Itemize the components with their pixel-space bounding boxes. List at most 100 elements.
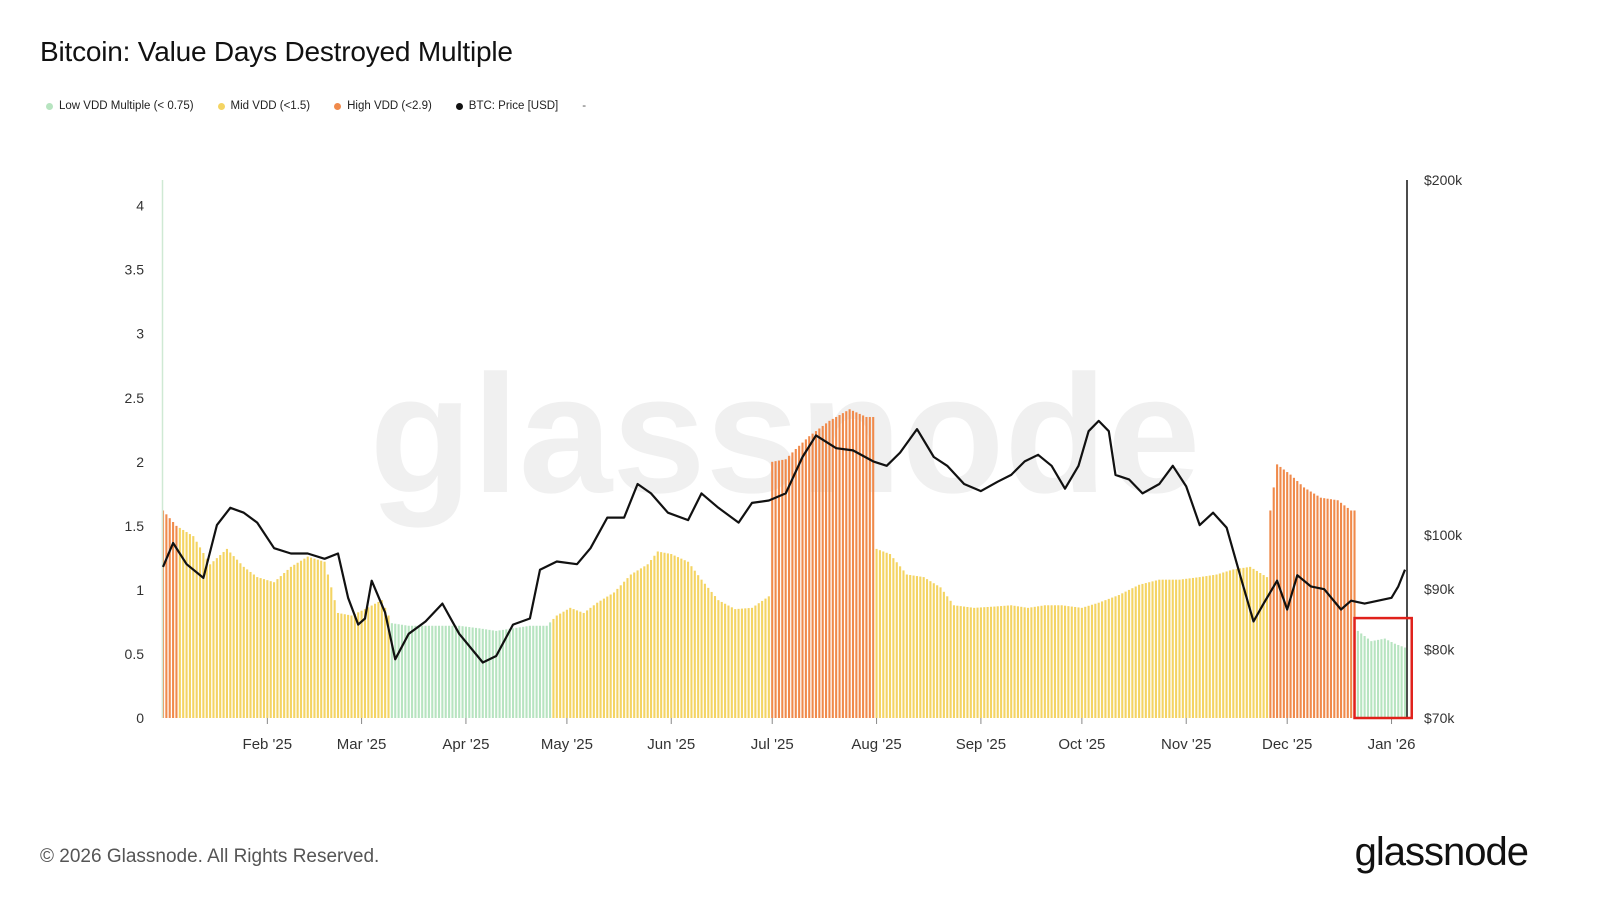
vdd-bar [673,555,676,718]
vdd-bar [845,411,848,718]
vdd-bar [535,625,538,718]
vdd-bar [353,613,356,718]
x-tick-label: Jul '25 [751,736,794,753]
vdd-bar [902,570,905,718]
vdd-bar [919,576,922,718]
vdd-bar [532,625,535,718]
vdd-bar [1114,596,1117,718]
vdd-bar [414,625,417,718]
vdd-bar [303,558,306,718]
vdd-bar [1134,586,1137,718]
vdd-bar [828,420,831,718]
vdd-bar [518,627,521,718]
y-left-tick-label: 1 [136,582,144,598]
vdd-bar [586,610,589,718]
vdd-bar [1117,595,1120,718]
vdd-bar [1164,579,1168,718]
vdd-bar [1127,589,1131,718]
vdd-bar [1215,574,1218,718]
vdd-bar [333,600,336,718]
vdd-bar [767,596,770,718]
vdd-bar [562,611,565,718]
vdd-bar [1016,606,1019,718]
vdd-bar [1003,605,1006,718]
legend-item-low-vdd[interactable]: Low VDD Multiple (< 0.75) [46,100,194,112]
vdd-bar [380,600,383,718]
vdd-bar [1360,633,1363,718]
vdd-bar [1212,575,1215,718]
vdd-bar [788,455,791,718]
vdd-bar [818,428,821,718]
vdd-bar [1370,641,1373,718]
annotations [1353,616,1413,720]
vdd-bar [1090,604,1094,718]
vdd-bar [400,624,404,718]
glassnode-logo: glassnode [1354,830,1529,874]
vdd-bar [754,605,757,718]
vdd-bar [239,563,242,718]
vdd-bar [1403,647,1407,718]
vdd-bar [872,416,875,718]
vdd-bar [485,629,488,718]
y-right-tick-label: $80k [1424,642,1455,658]
vdd-bar [222,551,225,718]
vdd-bar [882,551,885,718]
y-left-tick-label: 2 [136,454,144,470]
vdd-bar [1026,607,1030,718]
vdd-bar [623,581,626,718]
vdd-bar [262,579,266,718]
vdd-bar [528,625,531,718]
vdd-bar [946,596,949,718]
vdd-bar [515,627,518,718]
y-axis-right: $70k $80k $90k $100k $200k [1406,172,1463,726]
vdd-bar [596,602,599,718]
vdd-bar [481,628,484,718]
vdd-bar [474,627,478,718]
vdd-bar [404,625,407,718]
vdd-bar [582,612,585,718]
vdd-bar [1087,605,1090,718]
vdd-bar [505,629,508,718]
vdd-bar [522,626,525,718]
vdd-bar [989,606,993,718]
vdd-bar [427,625,430,718]
vdd-bar [1249,566,1252,718]
vdd-bar [740,608,743,718]
legend-item-btc-price[interactable]: BTC: Price [USD] [455,100,558,112]
x-tick-label: Oct '25 [1058,736,1105,753]
vdd-bar [1074,606,1077,718]
vdd-bar [330,587,333,718]
chart-legend: Low VDD Multiple (< 0.75) Mid VDD (<1.5)… [46,100,586,112]
y-left-tick-label: 1.5 [125,518,145,534]
legend-label-mid-vdd: Mid VDD (<1.5) [230,100,311,112]
vdd-bar [347,614,350,718]
legend-item-mid-vdd[interactable]: Mid VDD (<1.5) [217,100,311,112]
vdd-bar [646,564,649,718]
vdd-bar [831,418,834,718]
vdd-bar [875,548,878,718]
y-left-tick-label: 0 [136,710,144,726]
vdd-bar [1306,489,1309,718]
y-left-tick-label: 4 [136,198,144,214]
vdd-bar [1269,510,1272,718]
vdd-bar [461,626,464,718]
vdd-bar [1309,491,1312,718]
vdd-bar [821,425,824,718]
vdd-bar [798,445,801,718]
vdd-bar [757,603,760,718]
vdd-bar [488,629,491,718]
vdd-bar [451,625,454,718]
vdd-bar [639,568,642,718]
legend-item-high-vdd[interactable]: High VDD (<2.9) [334,100,432,112]
vdd-bar [310,557,313,718]
vdd-bar [1057,605,1060,718]
vdd-bars [161,409,1407,718]
y-left-tick-label: 3 [136,326,144,342]
vdd-bar [387,615,390,718]
vdd-bar [1336,500,1339,718]
vdd-bar [1047,605,1050,718]
vdd-bar [1265,577,1269,718]
vdd-bar [384,607,387,718]
vdd-bar [1023,607,1026,718]
